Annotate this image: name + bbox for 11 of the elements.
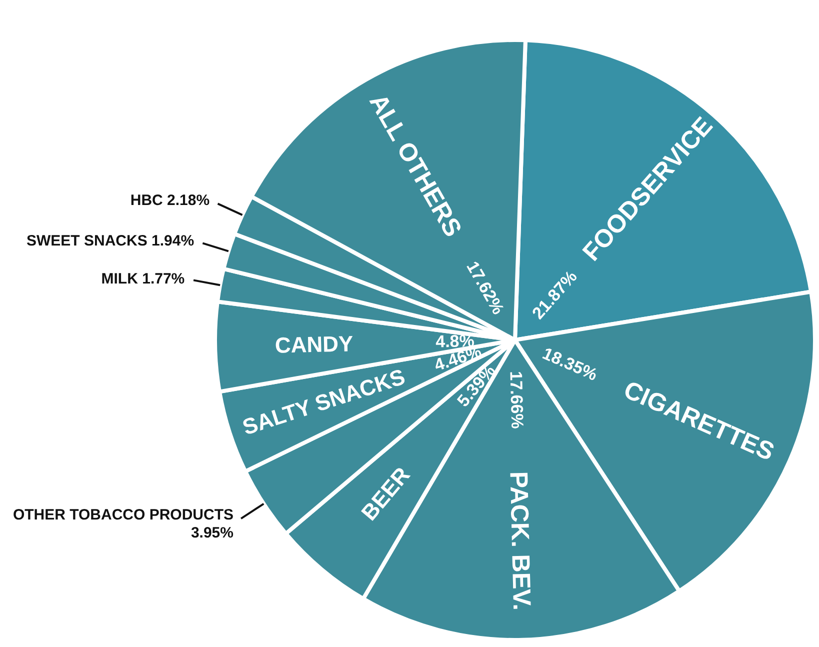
slice-label: MILK [101,270,142,288]
data-label: 2.18% [167,191,210,208]
slice-label: HBC [130,191,168,208]
data-label: 17.66% [506,370,527,430]
slice-label: PACK. BEV. [504,471,536,611]
slice-label: CANDY [274,331,354,358]
slice-label: OTHER TOBACCO PRODUCTS [12,506,234,523]
data-label: 1.77% [142,270,185,288]
data-label: 3.95% [190,524,234,541]
slice-label: SWEET SNACKS [26,232,152,250]
data-label: 1.94% [152,232,194,250]
